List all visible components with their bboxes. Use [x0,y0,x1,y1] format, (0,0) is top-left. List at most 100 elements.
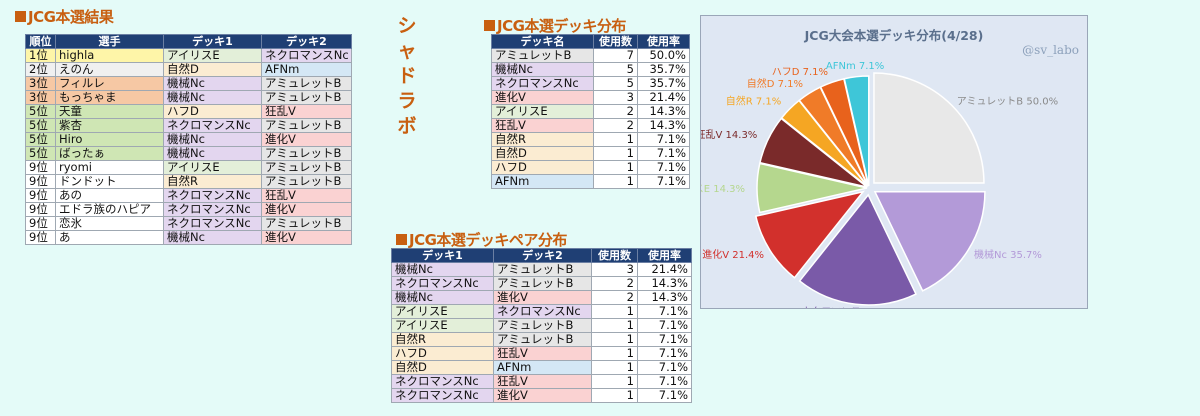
table-row: 9位あ機械Nc 進化V [25,230,352,245]
pie-chart-panel: JCG大会本選デッキ分布(4/28) @sv_labo アミュレットB 50.0… [700,15,1088,309]
table-cell: ネクロマンスNc [163,216,262,231]
table-cell: 機械Nc [163,90,262,105]
distribution-table: デッキ名 使用数 使用率 アミュレットB 7 50.0% 機械Nc 5 35.7% ネクロマンス… [491,34,690,189]
table-cell: 1 [591,374,638,389]
results-title: JCG本選結果 [15,6,114,27]
table-row: アイリスE アミュレットB 1 7.1% [391,318,692,333]
table-cell: アイリスE [391,318,494,333]
table-cell: 狂乱V [493,374,592,389]
table-cell: 狂乱V [261,104,352,119]
table-row: 3位 フィルレ 機械Nc アミュレットB [25,76,352,91]
table-cell: アミュレットB [261,160,352,175]
table-cell: あ [55,230,164,245]
table-cell: 機械Nc [491,62,594,77]
table-cell: 1 [591,346,638,361]
table-cell: 自然D [491,146,594,161]
table-cell: 21.4% [637,262,692,277]
table-cell: 9位 [25,230,56,245]
table-cell: Hiro [55,132,164,147]
square-bullet-icon [396,234,407,245]
table-cell: アミュレットB [493,276,592,291]
table-cell: ネクロマンスNc [391,388,494,403]
table-cell: 機械Nc [163,230,262,245]
table-cell: ドンドット [55,174,164,189]
pie-slice [798,193,917,306]
table-cell: 機械Nc [391,290,494,305]
table-cell: 50.0% [637,48,690,63]
table-cell: 7.1% [637,174,690,189]
table-cell: ネクロマンスNc [491,76,594,91]
table-cell: 1 [591,332,638,347]
table-cell: 7.1% [637,318,692,333]
table-cell: ハフD [491,160,594,175]
column-header: 使用数 [593,34,638,49]
table-cell: ネクロマンスNc [163,118,262,133]
table-cell: アミュレットB [261,146,352,161]
table-cell: 2 [591,290,638,305]
table-cell: 機械Nc [163,146,262,161]
pairs-table: デッキ1 デッキ2 使用数 使用率 機械Nc アミュレットB 3 21.4% ネクロマンスNc… [391,248,692,403]
table-row: ネクロマンスNc 5 35.7% [491,76,690,91]
table-cell: 5位 [25,132,56,147]
pie-slice-label: AFNm 7.1% [826,61,884,72]
pie-slice-label: ネクロマンスNc 35.7% [801,306,909,308]
table-cell: 自然D [391,360,494,375]
table-cell: フィルレ [55,76,164,91]
column-header: デッキ名 [491,34,594,49]
table-cell: 7.1% [637,146,690,161]
distribution-title: JCG本選デッキ分布 [484,15,626,36]
pie-slice-label: 自然D 7.1% [747,77,803,90]
table-cell: 14.3% [637,290,692,305]
column-header: 使用数 [591,248,638,263]
table-cell: 5位 [25,104,56,119]
table-row: 5位 天童 ハフD 狂乱V [25,104,352,119]
table-cell: 進化V [493,290,592,305]
table-cell: 7 [593,48,638,63]
table-cell: 9位 [25,160,56,175]
pie-slice [756,162,868,214]
table-cell: 9位 [25,188,56,203]
table-cell: 1 [591,388,638,403]
table-cell: 進化V [261,202,352,217]
table-cell: ばったぁ [55,146,164,161]
table-cell: AFNm [261,62,352,77]
table-cell: ネクロマンスNc [493,304,592,319]
table-cell: 機械Nc [163,132,262,147]
table-cell: ハフD [163,104,262,119]
chart-title: JCG大会本選デッキ分布(4/28) [804,28,984,43]
table-row: 3位 もっちゃま 機械Nc アミュレットB [25,90,352,105]
table-row: アイリスE 2 14.3% [491,104,690,119]
table-cell: 1 [591,318,638,333]
table-cell: アイリスE [163,160,262,175]
table-cell: 5位 [25,118,56,133]
table-cell: 3 [593,90,638,105]
table-row: ネクロマンスNc 進化V 1 7.1% [391,388,692,403]
column-header: デッキ2 [261,34,352,49]
table-cell: 9位 [25,202,56,217]
column-header: 選手 [55,34,164,49]
table-row: 5位 ばったぁ 機械Nc アミュレットB [25,146,352,161]
table-cell: 自然R [391,332,494,347]
pie-slice [873,72,985,184]
table-cell: AFNm [491,174,594,189]
table-cell: 狂乱V [491,118,594,133]
table-cell: 進化V [261,230,352,245]
table-cell: highla [55,48,164,63]
table-cell: 21.4% [637,90,690,105]
table-cell: 7.1% [637,388,692,403]
watermark: @sv_labo [1022,43,1079,57]
table-row: 9位 あの ネクロマンスNc 狂乱V [25,188,352,203]
table-cell: ハフD [391,346,494,361]
pie-slice-label: アミュレットB 50.0% [957,96,1058,107]
table-cell: ネクロマンスNc [391,374,494,389]
table-cell: アミュレットB [493,332,592,347]
pie-slice-label: 狂乱V 14.3% [701,129,757,141]
table-cell: 3位 [25,76,56,91]
table-row: 自然D AFNm 1 7.1% [391,360,692,375]
table-cell: 機械Nc [391,262,494,277]
table-cell: 7.1% [637,304,692,319]
pie-slice [843,75,870,187]
table-row: ネクロマンスNc 狂乱V 1 7.1% [391,374,692,389]
table-row: 機械Nc アミュレットB 3 21.4% [391,262,692,277]
table-cell: 進化V [261,132,352,147]
